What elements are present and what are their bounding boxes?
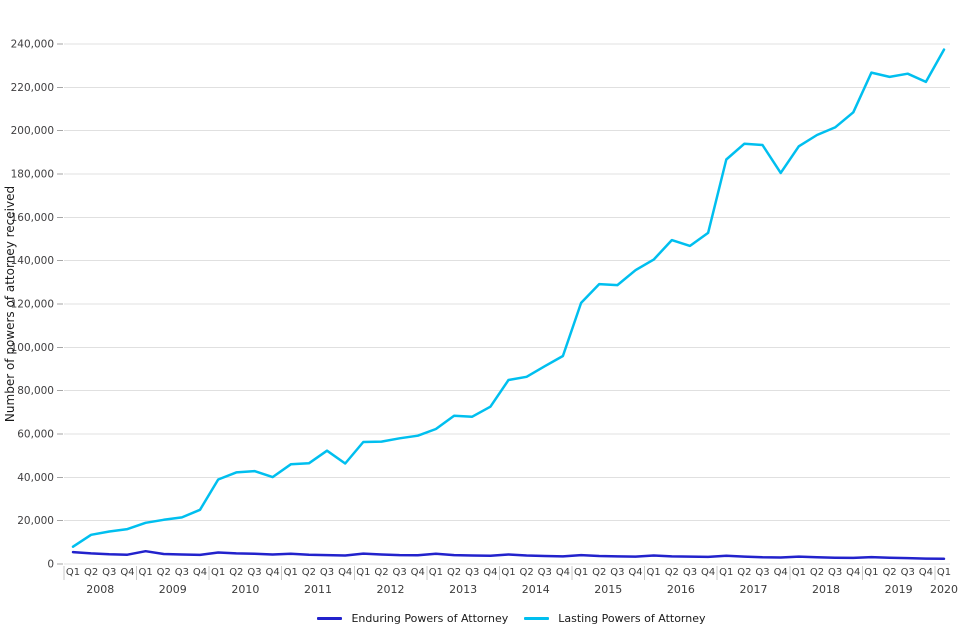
y-tick-label: 160,000 — [11, 212, 54, 224]
x-tick-label-quarter: Q1 — [574, 567, 588, 578]
x-tick-label-quarter: Q4 — [265, 567, 279, 578]
x-tick-label-quarter: Q4 — [338, 567, 352, 578]
y-tick-label: 180,000 — [11, 169, 54, 181]
x-tick-label-quarter: Q3 — [393, 567, 407, 578]
legend-entry: Lasting Powers of Attorney — [524, 612, 706, 625]
y-tick-label: 220,000 — [11, 82, 54, 94]
x-tick-label-quarter: Q1 — [864, 567, 878, 578]
y-tick-label: 100,000 — [11, 342, 54, 354]
x-tick-label-quarter: Q2 — [302, 567, 316, 578]
axis-layer: 0 20,000 40,000 60,000 80,000 100,000 120,000 1… — [11, 39, 958, 597]
x-tick-label-year: 2018 — [812, 583, 840, 596]
x-tick-label-quarter: Q2 — [157, 567, 171, 578]
x-tick-label-quarter: Q3 — [610, 567, 624, 578]
legend-entry: Enduring Powers of Attorney — [317, 612, 508, 625]
y-tick-label: 20,000 — [17, 515, 54, 527]
legend-line-swatch-icon — [524, 617, 550, 620]
x-tick-label-quarter: Q4 — [701, 567, 715, 578]
legend-label: Enduring Powers of Attorney — [351, 612, 509, 625]
x-tick-label-quarter: Q2 — [520, 567, 534, 578]
x-tick-label-quarter: Q1 — [501, 567, 515, 578]
x-tick-label-quarter: Q3 — [247, 567, 261, 578]
x-tick-label-quarter: Q1 — [66, 567, 80, 578]
y-tick-label: 120,000 — [11, 299, 54, 311]
x-tick-label-quarter: Q3 — [175, 567, 189, 578]
x-tick-label-quarter: Q3 — [901, 567, 915, 578]
x-tick-label-year: 2010 — [231, 583, 259, 596]
x-tick-label-quarter: Q2 — [882, 567, 896, 578]
x-tick-label-year: 2020 — [930, 583, 958, 596]
legend-label: Lasting Powers of Attorney — [558, 612, 706, 625]
chart-legend: Enduring Powers of Attorney Lasting Power… — [73, 612, 950, 625]
x-tick-label-quarter: Q4 — [120, 567, 134, 578]
y-tick-label: 60,000 — [17, 429, 54, 441]
x-tick-label-quarter: Q1 — [356, 567, 370, 578]
x-tick-label-quarter: Q1 — [429, 567, 443, 578]
x-tick-label-quarter: Q1 — [284, 567, 298, 578]
x-tick-label-year: 2008 — [86, 583, 114, 596]
y-tick-label: 40,000 — [17, 472, 54, 484]
legend-line-swatch-icon — [317, 617, 343, 620]
x-tick-label-year: 2012 — [377, 583, 405, 596]
x-tick-label-year: 2019 — [885, 583, 913, 596]
series-line — [71, 549, 946, 561]
y-tick-label: 0 — [47, 559, 54, 571]
x-tick-label-quarter: Q3 — [755, 567, 769, 578]
x-tick-label-quarter: Q4 — [483, 567, 497, 578]
y-tick-label: 240,000 — [11, 39, 54, 51]
x-tick-label-year: 2017 — [739, 583, 767, 596]
chart-canvas: 0 20,000 40,000 60,000 80,000 100,000 120,000 1… — [3, 39, 958, 597]
y-axis-title: Number of powers of attorney received — [3, 186, 17, 422]
x-tick-label-quarter: Q2 — [665, 567, 679, 578]
x-tick-label-quarter: Q4 — [846, 567, 860, 578]
x-tick-label-quarter: Q2 — [229, 567, 243, 578]
x-tick-label-quarter: Q4 — [628, 567, 642, 578]
x-tick-label-quarter: Q1 — [647, 567, 661, 578]
x-tick-label-quarter: Q2 — [84, 567, 98, 578]
x-tick-label-quarter: Q1 — [937, 567, 951, 578]
x-tick-label-quarter: Q1 — [719, 567, 733, 578]
x-tick-label-quarter: Q4 — [919, 567, 933, 578]
y-tick-label: 80,000 — [17, 385, 54, 397]
x-tick-label-quarter: Q3 — [320, 567, 334, 578]
y-tick-label: 200,000 — [11, 125, 54, 137]
x-tick-label-quarter: Q3 — [683, 567, 697, 578]
x-tick-label-quarter: Q3 — [102, 567, 116, 578]
y-tick-label: 140,000 — [11, 255, 54, 267]
series-layer — [71, 48, 946, 561]
x-tick-label-quarter: Q2 — [810, 567, 824, 578]
x-tick-label-quarter: Q4 — [556, 567, 570, 578]
x-tick-label-quarter: Q4 — [411, 567, 425, 578]
x-tick-label-quarter: Q4 — [774, 567, 788, 578]
x-tick-label-quarter: Q2 — [592, 567, 606, 578]
x-tick-label-quarter: Q2 — [374, 567, 388, 578]
x-tick-label-quarter: Q3 — [828, 567, 842, 578]
series-line — [71, 48, 946, 548]
x-tick-label-quarter: Q4 — [193, 567, 207, 578]
x-tick-label-year: 2015 — [594, 583, 622, 596]
x-tick-label-year: 2009 — [159, 583, 187, 596]
x-tick-label-year: 2016 — [667, 583, 695, 596]
x-tick-label-year: 2014 — [522, 583, 550, 596]
x-tick-label-quarter: Q1 — [792, 567, 806, 578]
x-tick-label-quarter: Q1 — [138, 567, 152, 578]
x-tick-label-quarter: Q3 — [538, 567, 552, 578]
x-tick-label-quarter: Q2 — [737, 567, 751, 578]
x-tick-label-year: 2011 — [304, 583, 332, 596]
x-tick-label-quarter: Q3 — [465, 567, 479, 578]
x-tick-label-year: 2013 — [449, 583, 477, 596]
x-tick-label-quarter: Q1 — [211, 567, 225, 578]
x-tick-label-quarter: Q2 — [447, 567, 461, 578]
grid-layer — [64, 43, 950, 565]
